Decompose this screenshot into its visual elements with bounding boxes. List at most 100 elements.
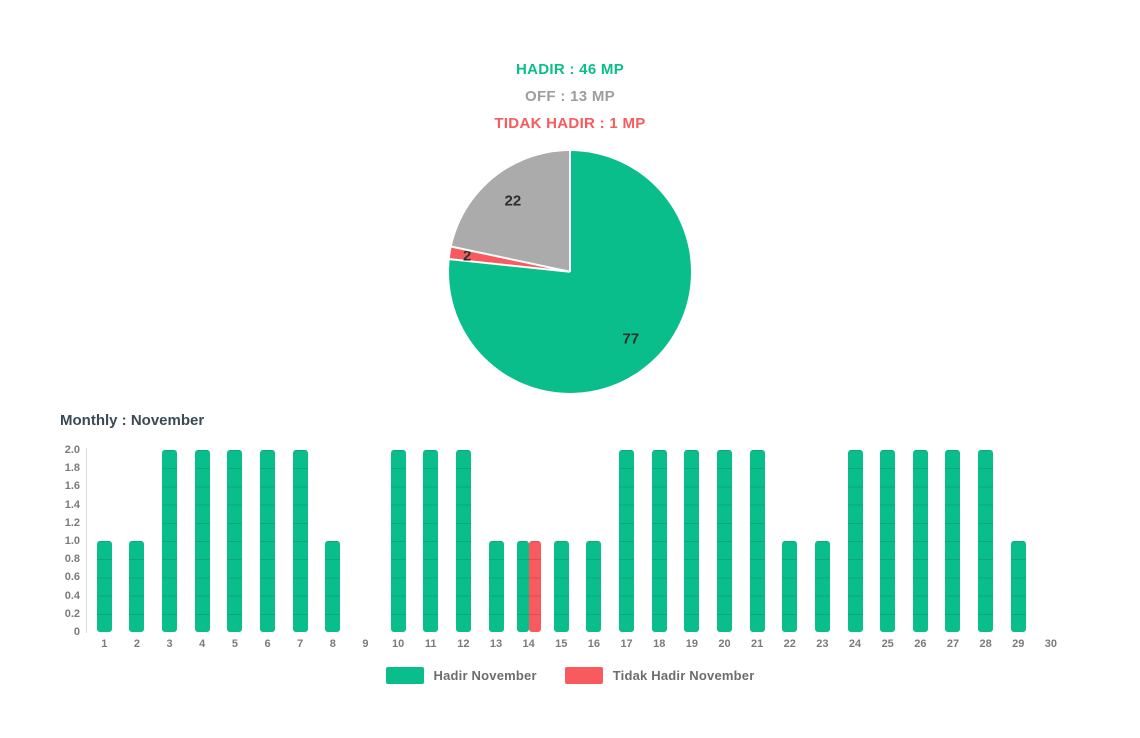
legend-swatch [385,667,424,684]
bar-slot-day-12 [447,450,480,632]
y-axis-tick: 0.6 [64,571,80,584]
legend-item-tidak-hadir-november: Tidak Hadir November [564,667,755,684]
bar-hadir-november-day-3 [162,450,178,632]
y-axis-tick: 0.2 [64,607,80,620]
bar-chart-x-axis: 1 2 3 4 5 6 7 8 9 10 11 12 13 14 15 16 17 18 19 20 21 22 23 24 2… [88,638,1067,650]
x-axis-label-day-25: 25 [881,638,894,650]
bar-slot-day-7 [284,450,317,632]
bar-slot-day-15 [545,450,578,632]
bar-hadir-november-day-19 [684,450,700,632]
bar-hadir-november-day-18 [651,450,667,632]
bar-slot-day-25 [871,450,904,632]
x-axis-label-day-17: 17 [620,638,633,650]
y-axis-tick: 1.4 [64,498,80,511]
bar-slot-day-26 [904,450,937,632]
bar-slot-day-6 [251,450,284,632]
bar-slot-day-16 [578,450,611,632]
legend-swatch [564,667,603,684]
x-axis-label-day-23: 23 [816,638,829,650]
bar-hadir-november-day-7 [292,450,308,632]
bar-slot-day-11 [414,450,447,632]
x-axis-label-day-20: 20 [718,638,731,650]
bar-hadir-november-day-15 [553,541,569,632]
x-axis-label-day-22: 22 [783,638,796,650]
bar-slot-day-4 [186,450,219,632]
bar-slot-day-29 [1002,450,1035,632]
bar-hadir-november-day-21 [749,450,765,632]
bar-slot-day-5 [219,450,252,632]
x-axis-label-day-11: 11 [424,638,437,650]
bar-hadir-november-day-13 [488,541,504,632]
x-axis-label-day-14: 14 [522,638,535,650]
bar-slot-day-23 [806,450,839,632]
bar-slot-day-18 [643,450,676,632]
bar-hadir-november-day-17 [619,450,635,632]
bar-tidak-hadir-november-day-14 [528,541,541,632]
bar-slot-day-22 [773,450,806,632]
y-axis-tick: 1.8 [64,462,80,475]
y-axis-tick: 1.6 [64,480,80,493]
y-axis-tick: 1.2 [64,516,80,529]
summary-off: OFF : 13 MP [525,88,615,105]
bar-hadir-november-day-28 [978,450,994,632]
pie-slice-label-off: 22 [504,192,522,210]
bar-slot-day-8 [316,450,349,632]
x-axis-label-day-18: 18 [653,638,666,650]
bar-hadir-november-day-25 [880,450,896,632]
legend-item-hadir-november: Hadir November [385,667,537,684]
bar-slot-day-24 [839,450,872,632]
legend-label: Tidak Hadir November [612,668,755,683]
bar-hadir-november-day-5 [227,450,243,632]
bar-hadir-november-day-29 [1010,541,1026,632]
bar-slot-day-20 [708,450,741,632]
pie-slice-label-tidak-hadir: 2 [463,247,472,265]
bar-hadir-november-day-10 [390,450,406,632]
x-axis-label-day-8: 8 [329,638,336,650]
bar-hadir-november-day-4 [194,450,210,632]
bar-hadir-november-day-11 [423,450,439,632]
bar-hadir-november-day-26 [912,450,928,632]
bar-hadir-november-day-24 [847,450,863,632]
x-axis-label-day-30: 30 [1044,638,1058,650]
y-axis-tick: 0.8 [64,553,80,566]
bar-slot-day-27 [937,450,970,632]
x-axis-label-day-24: 24 [848,638,862,650]
bar-slot-day-19 [676,450,709,632]
bar-hadir-november-day-16 [586,541,602,632]
bar-chart-title: Monthly : November [60,412,205,429]
x-axis-label-day-21: 21 [751,638,764,650]
bar-slot-day-21 [741,450,774,632]
x-axis-label-day-5: 5 [231,638,238,650]
x-axis-label-day-15: 15 [555,638,568,650]
x-axis-label-day-7: 7 [297,638,304,650]
y-axis-tick: 0.4 [64,589,80,602]
y-axis-tick: 0 [73,626,80,638]
y-axis-tick: 2.0 [64,444,80,456]
bar-slot-day-10 [382,450,415,632]
bar-hadir-november-day-27 [945,450,961,632]
y-axis-line [86,448,87,633]
bar-chart-legend: Hadir November Tidak Hadir November [0,667,1140,684]
x-axis-label-day-6: 6 [264,638,271,650]
x-axis-label-day-3: 3 [166,638,173,650]
bar-chart-plot-area [88,450,1067,632]
x-axis-label-day-28: 28 [979,638,992,650]
bar-hadir-november-day-6 [260,450,276,632]
bar-hadir-november-day-22 [782,541,798,632]
legend-label: Hadir November [433,668,537,683]
attendance-summary: HADIR : 46 MP OFF : 13 MP TIDAK HADIR : … [0,62,1140,143]
bar-hadir-november-day-8 [325,541,341,632]
bar-slot-day-13 [480,450,513,632]
bar-slot-day-9 [349,450,382,632]
x-axis-label-day-26: 26 [914,638,927,650]
bar-slot-day-3 [153,450,186,632]
summary-hadir: HADIR : 46 MP [515,61,625,78]
x-axis-label-day-4: 4 [199,638,206,650]
x-axis-label-day-10: 10 [391,638,405,650]
bar-slot-day-2 [121,450,154,632]
y-axis-tick: 1.0 [64,535,80,547]
bar-slot-day-14 [512,450,545,632]
x-axis-label-day-16: 16 [587,638,601,650]
bar-hadir-november-day-1 [96,541,112,632]
